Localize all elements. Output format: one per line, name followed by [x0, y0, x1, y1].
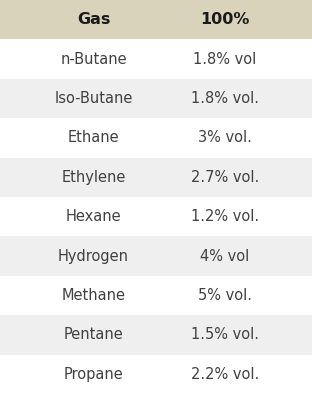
Text: 2.2% vol.: 2.2% vol. — [191, 367, 259, 382]
Bar — [0, 158, 312, 197]
Text: 2.7% vol.: 2.7% vol. — [191, 170, 259, 185]
Text: 1.8% vol: 1.8% vol — [193, 52, 256, 67]
Text: n-Butane: n-Butane — [60, 52, 127, 67]
Bar — [0, 39, 312, 79]
Bar — [0, 197, 312, 236]
Text: Propane: Propane — [64, 367, 124, 382]
Text: Pentane: Pentane — [64, 327, 124, 342]
Bar — [0, 355, 312, 394]
Text: Hexane: Hexane — [66, 209, 121, 224]
Text: Hydrogen: Hydrogen — [58, 249, 129, 264]
Text: 4% vol: 4% vol — [200, 249, 249, 264]
Text: 1.8% vol.: 1.8% vol. — [191, 91, 259, 106]
Text: 1.2% vol.: 1.2% vol. — [191, 209, 259, 224]
Bar — [0, 79, 312, 118]
Bar — [0, 276, 312, 315]
Bar — [0, 236, 312, 276]
Bar — [0, 315, 312, 355]
Text: Iso-Butane: Iso-Butane — [54, 91, 133, 106]
Text: Ethylene: Ethylene — [61, 170, 126, 185]
Text: Ethane: Ethane — [68, 130, 119, 145]
Text: Gas: Gas — [77, 12, 110, 27]
Bar — [0, 0, 312, 39]
Text: 5% vol.: 5% vol. — [197, 288, 252, 303]
Text: Methane: Methane — [61, 288, 126, 303]
Text: 3% vol.: 3% vol. — [198, 130, 251, 145]
Text: 1.5% vol.: 1.5% vol. — [191, 327, 259, 342]
Bar — [0, 118, 312, 158]
Text: 100%: 100% — [200, 12, 249, 27]
